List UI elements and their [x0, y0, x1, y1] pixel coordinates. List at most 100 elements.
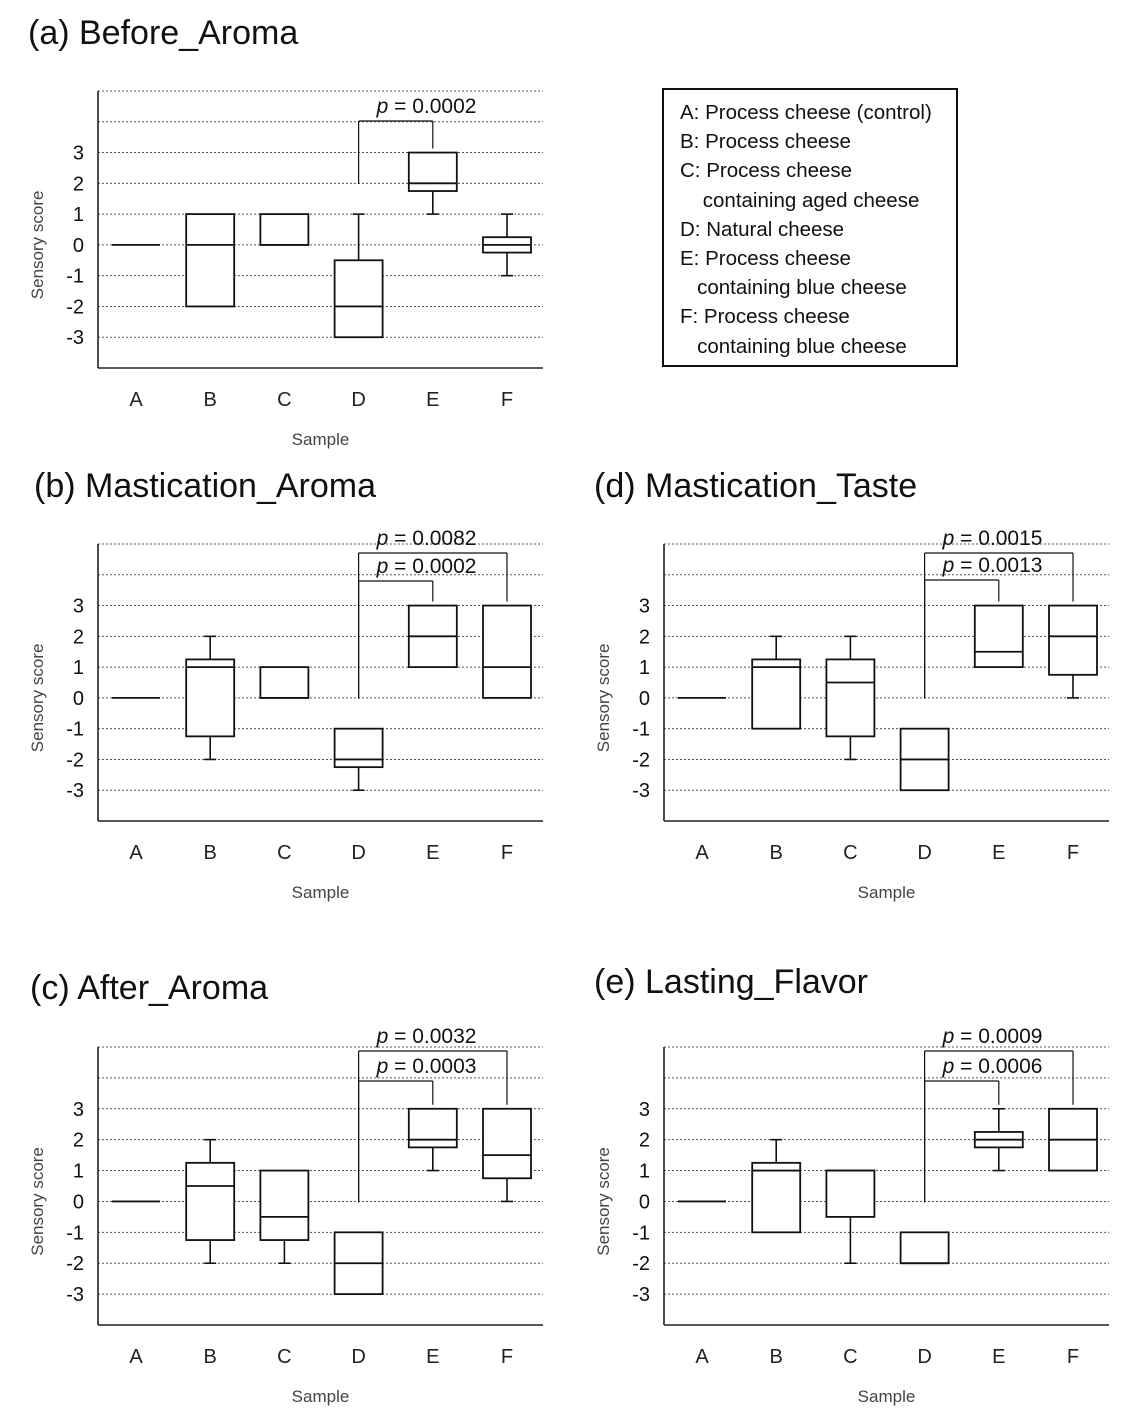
- box-D: [899, 1231, 950, 1265]
- y-tick-label: -2: [66, 749, 84, 771]
- legend-entry: A: Process cheese (control): [680, 101, 932, 124]
- y-tick-label: 0: [73, 1191, 84, 1213]
- y-tick-label: -2: [66, 296, 84, 318]
- box-B: [185, 635, 236, 761]
- box-B: [185, 213, 236, 308]
- y-tick-label: -1: [66, 1222, 84, 1244]
- box-C: [259, 666, 310, 699]
- p-value-label: p = 0.0015: [942, 527, 1043, 550]
- box-B: [751, 635, 802, 730]
- y-tick-label: -1: [632, 719, 650, 741]
- y-tick-label: 3: [73, 596, 84, 618]
- x-tick-label: F: [501, 842, 513, 864]
- x-tick-label: D: [917, 842, 931, 864]
- panel-title-e: (e) Lasting_Flavor: [594, 963, 869, 1001]
- y-tick-label: 0: [639, 1191, 650, 1213]
- box-C: [259, 213, 310, 246]
- x-tick-label: E: [426, 1346, 439, 1368]
- box-B: [185, 1138, 236, 1265]
- legend-entry: D: Natural cheese: [680, 217, 845, 241]
- x-tick-label: C: [843, 1346, 857, 1368]
- legend-entry: F: Process cheese: [680, 305, 850, 329]
- x-tick-label: B: [204, 1346, 217, 1368]
- box-body: [482, 604, 532, 699]
- box-body: [825, 1169, 876, 1218]
- box-body: [482, 1107, 532, 1180]
- box-E: [973, 1107, 1024, 1172]
- box-B: [751, 1138, 802, 1234]
- legend-entry: containing blue cheese: [680, 334, 907, 358]
- panel-title-a: (a) Before_Aroma: [28, 14, 299, 52]
- y-tick-label: 1: [73, 204, 84, 226]
- p-value-label: p = 0.0002: [376, 95, 477, 118]
- y-tick-label: -3: [66, 327, 84, 349]
- box-F: [1048, 604, 1098, 699]
- x-tick-label: A: [695, 842, 709, 864]
- y-tick-label: 2: [73, 173, 84, 195]
- legend-entry: containing blue cheese: [680, 276, 907, 300]
- box-C: [825, 1169, 876, 1265]
- y-axis-label: Sensory score: [28, 1147, 47, 1256]
- x-tick-label: F: [1067, 842, 1079, 864]
- y-tick-label: -1: [66, 719, 84, 741]
- x-axis-label: Sample: [292, 430, 350, 449]
- legend-entry: containing aged cheese: [680, 188, 920, 212]
- box-body: [185, 658, 236, 738]
- y-tick-label: 1: [639, 657, 650, 679]
- box-body: [333, 727, 384, 769]
- box-body: [259, 1169, 310, 1241]
- y-tick-label: 2: [73, 1130, 84, 1152]
- y-tick-label: 1: [73, 1161, 84, 1183]
- x-tick-label: C: [843, 842, 857, 864]
- p-value-label: p = 0.0013: [942, 554, 1043, 577]
- box-F: [482, 213, 532, 277]
- y-tick-label: -3: [632, 780, 650, 802]
- comparison-bracket: [358, 580, 434, 699]
- y-tick-label: 0: [639, 688, 650, 710]
- y-tick-label: 0: [73, 688, 84, 710]
- legend-entry: E: Process cheese: [680, 247, 851, 271]
- x-axis-label: Sample: [858, 883, 916, 902]
- p-value-label: p = 0.0082: [376, 527, 477, 550]
- x-tick-label: F: [1067, 1346, 1079, 1368]
- box-D: [899, 727, 950, 792]
- x-axis-label: Sample: [292, 1387, 350, 1406]
- box-body: [185, 1161, 236, 1241]
- box-body: [333, 259, 384, 339]
- x-axis-label: Sample: [858, 1387, 916, 1406]
- y-tick-label: 1: [73, 657, 84, 679]
- y-tick-label: 2: [639, 626, 650, 648]
- legend-box: A: Process cheese (control) B: Process c…: [662, 88, 958, 367]
- comparison-bracket: [358, 1080, 434, 1203]
- y-tick-label: -1: [632, 1222, 650, 1244]
- x-tick-label: D: [351, 389, 365, 411]
- y-tick-label: 1: [639, 1161, 650, 1183]
- p-value-label: p = 0.0009: [942, 1025, 1043, 1048]
- x-tick-label: D: [917, 1346, 931, 1368]
- box-body: [825, 658, 876, 738]
- box-body: [185, 213, 236, 308]
- y-tick-label: 3: [73, 143, 84, 165]
- panel-title-c: (c) After_Aroma: [30, 969, 269, 1007]
- box-F: [1048, 1107, 1098, 1172]
- y-tick-label: -3: [66, 780, 84, 802]
- x-tick-label: A: [695, 1346, 709, 1368]
- x-tick-label: B: [770, 1346, 783, 1368]
- x-tick-label: D: [351, 842, 365, 864]
- box-D: [333, 727, 384, 792]
- box-F: [482, 604, 532, 699]
- comparison-bracket: [358, 120, 434, 185]
- box-E: [407, 151, 458, 215]
- y-tick-label: -1: [66, 266, 84, 288]
- y-axis-label: Sensory score: [28, 644, 47, 753]
- p-value-label: p = 0.0003: [376, 1055, 477, 1078]
- y-tick-label: -2: [66, 1253, 84, 1275]
- box-body: [407, 1107, 458, 1149]
- y-tick-label: 2: [639, 1130, 650, 1152]
- x-tick-label: E: [992, 842, 1005, 864]
- panel-title-b: (b) Mastication_Aroma: [34, 467, 377, 505]
- x-tick-label: C: [277, 842, 291, 864]
